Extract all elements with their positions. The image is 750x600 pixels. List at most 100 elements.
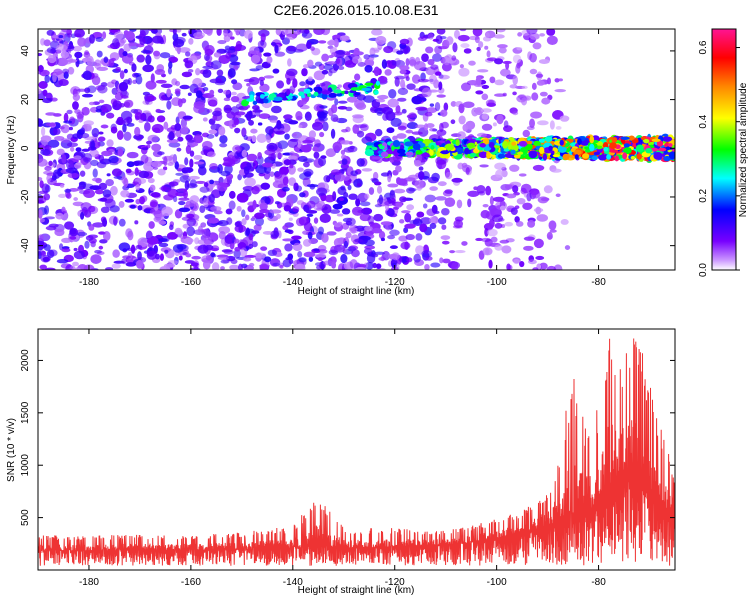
noise-blob <box>206 151 216 158</box>
noise-blob <box>249 68 260 72</box>
noise-blob <box>234 127 241 134</box>
noise-blob <box>75 162 83 166</box>
noise-blob <box>341 208 351 215</box>
noise-blob <box>480 108 492 113</box>
signal-blob <box>552 154 560 158</box>
noise-blob <box>363 95 375 103</box>
noise-blob <box>157 168 166 176</box>
noise-blob <box>330 169 342 176</box>
signal-blob <box>653 151 663 160</box>
noise-blob <box>289 164 294 169</box>
noise-blob <box>481 123 493 131</box>
noise-blob <box>512 185 519 193</box>
noise-blob <box>396 177 402 184</box>
noise-blob <box>175 80 181 87</box>
noise-blob <box>125 168 132 174</box>
noise-blob <box>395 202 403 208</box>
noise-blob <box>332 203 343 210</box>
noise-blob <box>316 200 326 210</box>
x-tick-label: -160 <box>181 577 201 588</box>
noise-blob <box>58 35 64 39</box>
noise-blob <box>509 84 518 89</box>
noise-blob <box>150 201 158 208</box>
noise-blob <box>313 248 320 252</box>
noise-blob <box>161 206 173 217</box>
noise-blob <box>189 150 195 157</box>
noise-blob <box>113 216 118 226</box>
noise-blob <box>523 236 535 241</box>
noise-blob <box>260 182 271 190</box>
noise-blob <box>179 84 190 90</box>
noise-blob <box>286 34 296 40</box>
noise-blob <box>50 97 58 102</box>
noise-blob <box>209 89 215 95</box>
noise-blob <box>415 124 426 129</box>
noise-blob <box>148 221 155 229</box>
noise-blob <box>406 37 413 47</box>
noise-blob <box>189 195 200 204</box>
noise-blob <box>378 194 384 205</box>
noise-blob <box>44 74 51 83</box>
noise-blob <box>136 54 145 63</box>
noise-blob <box>153 50 161 57</box>
noise-blob <box>380 172 390 177</box>
noise-blob <box>221 249 233 253</box>
signal-blob <box>611 137 618 143</box>
noise-blob <box>225 52 232 59</box>
noise-blob <box>84 240 90 249</box>
noise-blob <box>156 115 166 123</box>
noise-blob <box>247 201 257 207</box>
noise-blob <box>264 149 276 156</box>
noise-blob <box>56 44 68 51</box>
noise-blob <box>236 205 242 212</box>
noise-blob <box>347 246 357 252</box>
noise-blob <box>519 260 525 268</box>
noise-blob <box>294 263 306 270</box>
noise-blob <box>218 126 226 136</box>
noise-blob <box>97 85 108 94</box>
noise-blob <box>217 220 229 227</box>
noise-blob <box>202 117 208 122</box>
noise-blob <box>230 91 237 96</box>
colorbar-tick-label: 0.2 <box>698 188 709 202</box>
noise-blob <box>408 56 416 66</box>
noise-blob <box>297 250 303 258</box>
noise-blob <box>481 93 489 101</box>
noise-blob <box>67 66 75 75</box>
noise-blob <box>120 189 130 198</box>
noise-blob <box>197 166 207 176</box>
noise-blob <box>456 199 463 209</box>
noise-blob <box>476 46 481 52</box>
noise-blob <box>536 214 549 222</box>
noise-blob <box>275 130 286 135</box>
noise-blob <box>201 140 213 150</box>
noise-blob <box>118 242 131 252</box>
noise-blob <box>427 58 435 66</box>
noise-blob <box>533 238 544 249</box>
noise-blob <box>327 70 333 77</box>
noise-blob <box>175 116 180 125</box>
noise-blob <box>357 209 365 214</box>
noise-blob <box>251 241 258 248</box>
noise-blob <box>336 49 346 55</box>
noise-blob <box>108 155 119 164</box>
signal-blob <box>589 135 595 144</box>
signal-blob <box>584 146 591 150</box>
noise-blob <box>296 43 308 52</box>
noise-blob <box>325 148 336 158</box>
noise-blob <box>337 84 342 88</box>
noise-blob <box>251 186 260 195</box>
noise-blob <box>77 185 84 190</box>
noise-blob <box>380 237 385 242</box>
noise-blob <box>306 184 319 188</box>
noise-blob <box>65 167 78 174</box>
noise-blob <box>46 175 52 182</box>
noise-blob <box>337 106 348 110</box>
noise-blob <box>303 161 310 168</box>
noise-blob <box>223 104 232 114</box>
noise-blob <box>381 59 388 69</box>
noise-blob <box>246 162 256 168</box>
noise-blob <box>474 107 484 116</box>
noise-blob <box>298 124 303 129</box>
